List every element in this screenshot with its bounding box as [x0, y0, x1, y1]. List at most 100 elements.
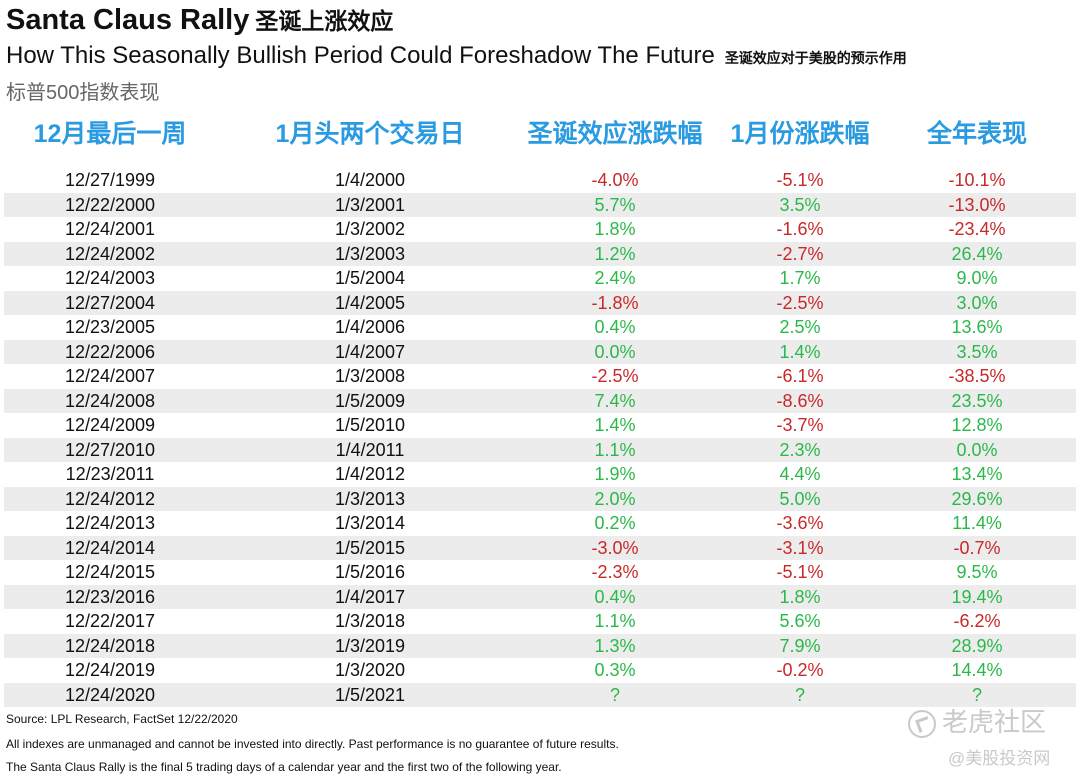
table-cell: 2.3%	[779, 439, 821, 460]
table-cell: 1/5/2009	[334, 390, 406, 411]
table-cell: 4.4%	[779, 464, 821, 484]
table-cell: 12/24/2015	[64, 562, 156, 582]
table-cell: 1/5/2016	[334, 562, 406, 582]
table-cell: -5.1%	[776, 170, 824, 190]
column-header: 圣诞效应涨跌幅	[527, 120, 703, 148]
table-row: 12/24/2012 1/3/2013 2.0% 5.0% 29.6%	[4, 486, 1076, 511]
table-row: 12/24/2001 1/3/2002 1.8% -1.6% -23.4%	[4, 217, 1076, 242]
watermark-brand: 老虎社区	[908, 702, 1046, 739]
table-cell: ?	[971, 684, 982, 705]
table-cell: 5.6%	[779, 611, 821, 631]
table-cell: 1.7%	[779, 268, 821, 288]
table-cell: 1/4/2005	[334, 292, 406, 313]
table-row: 12/27/2010 1/4/2011 1.1% 2.3% 0.0%	[4, 437, 1076, 462]
table-cell: 12.8%	[951, 415, 1003, 435]
table-cell: -0.2%	[776, 660, 824, 680]
table-cell: 1/4/2017	[334, 586, 406, 607]
table-cell: 12/27/1999	[64, 170, 156, 190]
table-cell: 3.5%	[956, 341, 998, 362]
table-cell: 29.6%	[951, 488, 1003, 509]
table-cell: ?	[609, 684, 620, 705]
column-header: 1月头两个交易日	[275, 120, 465, 148]
table-cell: 5.0%	[779, 488, 821, 509]
table-cell: -3.1%	[776, 537, 824, 558]
chart-title-en: Santa Claus Rally	[6, 4, 250, 36]
table-cell: 12/24/2007	[64, 366, 156, 386]
table-cell: 12/27/2004	[64, 292, 156, 313]
table-cell: -2.3%	[591, 562, 639, 582]
table-row: 12/24/2002 1/3/2003 1.2% -2.7% 26.4%	[4, 241, 1076, 266]
table-row: 12/23/2011 1/4/2012 1.9% 4.4% 13.4%	[4, 462, 1076, 487]
watermark-brand-text: 老虎社区	[942, 707, 1047, 737]
table-row: 12/24/2020 1/5/2021???	[4, 682, 1076, 707]
source-note: Source: LPL Research, FactSet 12/22/2020	[6, 712, 238, 726]
table-row: 12/22/2017 1/3/2018 1.1% 5.6% -6.2%	[4, 609, 1076, 634]
table-cell: 1/4/2000	[334, 170, 406, 190]
table-cell: 1.4%	[594, 415, 636, 435]
table-cell: 1.3%	[594, 635, 636, 656]
table-row: 12/24/2003 1/5/2004 2.4% 1.7% 9.0%	[4, 266, 1076, 291]
table-row: 12/24/2009 1/5/2010 1.4% -3.7% 12.8%	[4, 413, 1076, 438]
table-cell: 1.1%	[594, 439, 636, 460]
table-row: 12/24/2014 1/5/2015 -3.0% -3.1% -0.7%	[4, 535, 1076, 560]
table-cell: 1/3/2014	[334, 513, 406, 533]
table-cell: 0.0%	[956, 439, 998, 460]
table-row: 12/24/2013 1/3/2014 0.2% -3.6% 11.4%	[4, 511, 1076, 536]
index-label: 标普500指数表现	[6, 82, 160, 104]
table-cell: 1/3/2019	[334, 635, 406, 656]
watermark-handle: @美股投资网	[948, 749, 1051, 768]
table-cell: 1.9%	[594, 464, 636, 484]
disclaimer-note: All indexes are unmanaged and cannot be …	[6, 737, 619, 751]
table-header: 12月最后一周 1月头两个交易日 圣诞效应涨跌幅 1月份涨跌幅 全年表现	[0, 114, 1080, 154]
table-cell: 1/3/2008	[334, 366, 406, 386]
table-cell: 1/3/2001	[334, 194, 406, 215]
table-cell: 12/24/2002	[64, 243, 156, 264]
table-cell: 0.2%	[594, 513, 636, 533]
definition-note: The Santa Claus Rally is the final 5 tra…	[6, 760, 562, 774]
table-cell: 1/3/2002	[334, 219, 406, 239]
column-header: 1月份涨跌幅	[730, 120, 870, 148]
table-cell: 1.2%	[594, 243, 636, 264]
table-cell: 1.8%	[594, 219, 636, 239]
table-cell: 12/24/2019	[64, 660, 156, 680]
table-cell: 1/5/2021	[334, 684, 406, 705]
table-cell: 1/5/2015	[334, 537, 406, 558]
chart-title: Santa Claus Rally 圣诞上涨效应	[6, 2, 393, 37]
table-cell: -23.4%	[948, 219, 1006, 239]
table-cell: 1/3/2018	[334, 611, 406, 631]
table-cell: 26.4%	[951, 243, 1003, 264]
table-cell: 1/3/2013	[334, 488, 406, 509]
table-cell: 23.5%	[951, 390, 1003, 411]
table-cell: 0.3%	[594, 660, 636, 680]
table-cell: 12/23/2011	[65, 464, 155, 484]
table-cell: 12/24/2003	[64, 268, 156, 288]
table-cell: 2.0%	[594, 488, 636, 509]
table-row: 12/24/2007 1/3/2008 -2.5% -6.1% -38.5%	[4, 364, 1076, 389]
table-cell: 1.4%	[779, 341, 821, 362]
table-cell: 12/24/2008	[64, 390, 156, 411]
table-cell: 7.4%	[594, 390, 636, 411]
table-cell: 3.5%	[779, 194, 821, 215]
table-cell: 13.6%	[951, 317, 1003, 337]
table-row: 12/22/2000 1/3/2001 5.7% 3.5% -13.0%	[4, 192, 1076, 217]
table-cell: 7.9%	[779, 635, 821, 656]
table-cell: -2.5%	[776, 292, 824, 313]
table-row: 12/23/2016 1/4/2017 0.4% 1.8% 19.4%	[4, 584, 1076, 609]
table-cell: -6.2%	[953, 611, 1001, 631]
table-cell: 13.4%	[951, 464, 1003, 484]
table-row: 12/23/2005 1/4/2006 0.4% 2.5% 13.6%	[4, 315, 1076, 340]
table-row: 12/24/2019 1/3/2020 0.3% -0.2% 14.4%	[4, 658, 1076, 683]
table-cell: -8.6%	[776, 390, 824, 411]
table-cell: -2.7%	[776, 243, 824, 264]
table-row: 12/22/2006 1/4/2007 0.0% 1.4% 3.5%	[4, 339, 1076, 364]
table-cell: 5.7%	[594, 194, 636, 215]
table-row: 12/27/1999 1/4/2000 -4.0% -5.1% -10.1%	[4, 168, 1076, 193]
column-header: 全年表现	[926, 120, 1027, 148]
table-cell: 9.0%	[956, 268, 998, 288]
table-cell: 1.1%	[594, 611, 636, 631]
table-cell: -38.5%	[948, 366, 1006, 386]
column-header: 12月最后一周	[33, 120, 187, 148]
table-cell: 0.4%	[594, 317, 636, 337]
chart-title-cn: 圣诞上涨效应	[255, 8, 394, 34]
table-cell: 12/22/2000	[64, 194, 156, 215]
